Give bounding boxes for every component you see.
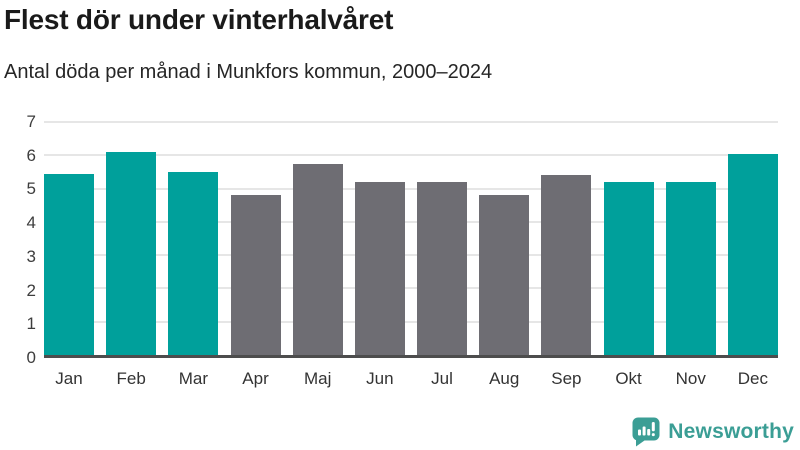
newsworthy-logo: Newsworthy — [631, 416, 794, 447]
newsworthy-logo-icon — [632, 417, 660, 447]
gridline-2 — [44, 287, 778, 290]
gridline-6 — [44, 154, 778, 157]
bar-jun — [354, 181, 405, 355]
bar-maj — [292, 163, 343, 355]
chart-title: Flest dör under vinterhalvåret — [4, 4, 394, 35]
x-tick-label-okt: Okt — [615, 369, 642, 388]
x-tick-label-dec: Dec — [737, 369, 768, 388]
bar-mar — [168, 171, 219, 355]
x-tick-label-apr: Apr — [242, 369, 269, 388]
bar-sep — [541, 175, 592, 355]
bar-okt — [603, 181, 654, 355]
x-tick-label-aug: Aug — [489, 369, 520, 388]
bars — [44, 122, 778, 355]
bar-dec — [727, 153, 778, 355]
gridline-5 — [44, 187, 778, 190]
gridline-1 — [44, 320, 778, 323]
y-axis-labels: 0 1 2 3 4 5 6 7 — [0, 113, 36, 366]
x-tick-label-sep: Sep — [551, 369, 582, 388]
x-tick-label-jan: Jan — [55, 369, 83, 388]
y-tick-label-2: 2 — [26, 280, 36, 300]
bar-feb — [106, 151, 157, 355]
chart-subtitle: Antal döda per månad i Munkfors kommun, … — [4, 61, 493, 83]
y-tick-label-3: 3 — [26, 247, 36, 267]
y-tick-label-5: 5 — [26, 179, 36, 199]
x-tick-label-mar: Mar — [178, 369, 208, 388]
gridline-7 — [44, 121, 778, 123]
y-tick-label-0: 0 — [26, 348, 36, 368]
newsworthy-logo-text: Newsworthy — [668, 419, 794, 443]
bar-jan — [44, 173, 94, 355]
bar-jul — [417, 181, 468, 355]
y-tick-label-6: 6 — [26, 145, 36, 165]
bar-nov — [665, 181, 716, 355]
y-tick-label-4: 4 — [26, 213, 36, 233]
bar-aug — [479, 195, 530, 355]
x-axis-labels: Jan Feb Mar Apr Maj Jun Jul Aug Sep Okt Nov Dec — [44, 369, 778, 389]
x-tick-label-jun: Jun — [366, 369, 394, 388]
y-tick-label-7: 7 — [26, 112, 36, 132]
bar-apr — [230, 195, 281, 355]
y-tick-label-1: 1 — [26, 314, 36, 334]
gridline-4 — [44, 220, 778, 223]
plot-area — [44, 121, 778, 358]
x-tick-label-nov: Nov — [675, 369, 706, 388]
gridline-3 — [44, 254, 778, 257]
x-tick-label-maj: Maj — [303, 369, 332, 388]
x-tick-label-jul: Jul — [431, 369, 453, 388]
x-tick-label-feb: Feb — [116, 369, 146, 388]
